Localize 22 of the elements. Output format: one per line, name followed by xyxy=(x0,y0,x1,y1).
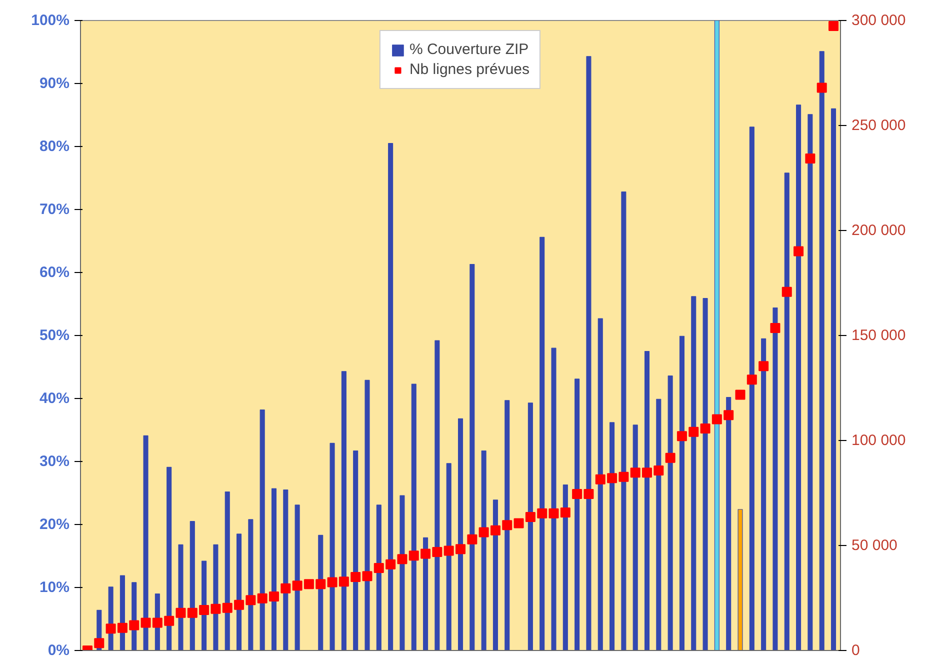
y2-tick-label: 150 000 xyxy=(852,327,906,344)
bar xyxy=(830,108,836,650)
y2-tick-label: 0 xyxy=(852,642,860,659)
y2-tick-label: 50 000 xyxy=(852,537,898,554)
legend-label: Nb lignes prévues xyxy=(409,61,530,78)
y-tick-label: 70% xyxy=(39,201,70,218)
y-tick-label: 0% xyxy=(48,642,70,659)
y-tick-label: 60% xyxy=(39,264,70,281)
y-tick-label: 50% xyxy=(39,327,70,344)
y-tick-label: 10% xyxy=(39,579,70,596)
y2-tick-label: 200 000 xyxy=(852,222,906,239)
y-tick-label: 30% xyxy=(39,453,70,470)
legend-label: % Couverture ZIP xyxy=(409,41,529,58)
y-tick-label: 80% xyxy=(39,138,70,155)
y2-tick-label: 300 000 xyxy=(852,12,906,29)
bar xyxy=(738,509,743,650)
y-tick-label: 90% xyxy=(39,75,70,92)
y-tick-label: 20% xyxy=(39,516,70,533)
y2-tick-label: 100 000 xyxy=(852,432,906,449)
y2-tick-label: 250 000 xyxy=(852,117,906,134)
y-tick-label: 100% xyxy=(31,12,70,29)
y-tick-label: 40% xyxy=(39,390,70,407)
